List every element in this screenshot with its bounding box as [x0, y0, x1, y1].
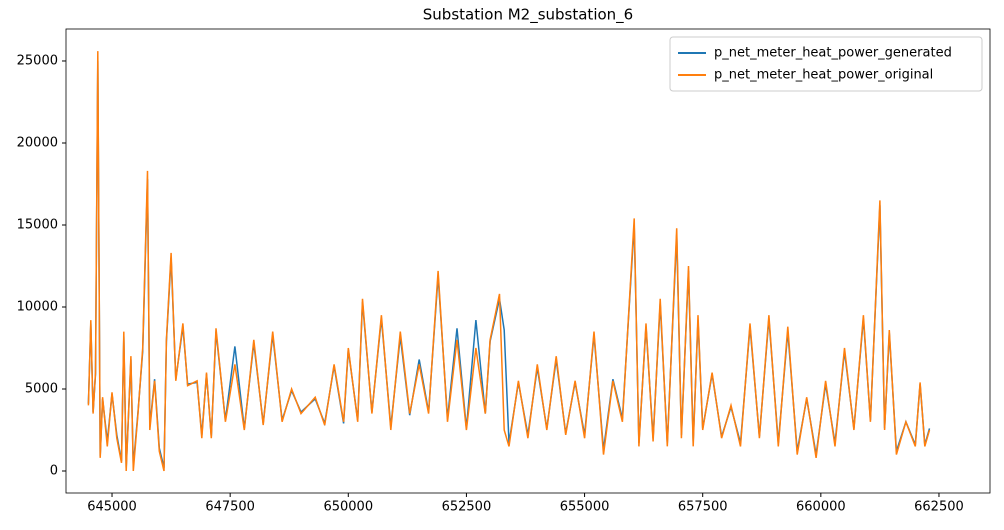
legend-box — [669, 36, 983, 92]
legend-label: p_net_meter_heat_power_generated — [714, 46, 952, 61]
x-tick-label: 652500 — [442, 500, 492, 515]
line-series — [87, 60, 931, 468]
legend-label: p_net_meter_heat_power_original — [714, 68, 933, 83]
y-tick-label: 15000 — [17, 217, 58, 232]
y-tick-label: 10000 — [17, 299, 58, 314]
x-tick-label: 662500 — [914, 500, 964, 515]
y-tick-label: 5000 — [25, 382, 58, 397]
chart-title: Substation M2_substation_6 — [423, 6, 633, 25]
x-tick-label: 645000 — [87, 500, 137, 515]
plot-frame — [65, 28, 991, 494]
y-tick-label: 0 — [50, 464, 58, 479]
y-tick-label: 25000 — [17, 53, 58, 68]
x-tick-label: 650000 — [323, 500, 373, 515]
x-tick-label: 647500 — [205, 500, 255, 515]
x-tick-label: 657500 — [678, 500, 728, 515]
line-series — [87, 51, 931, 472]
x-tick-label: 655000 — [560, 500, 610, 515]
x-tick-label: 660000 — [796, 500, 846, 515]
y-tick-label: 20000 — [17, 135, 58, 150]
